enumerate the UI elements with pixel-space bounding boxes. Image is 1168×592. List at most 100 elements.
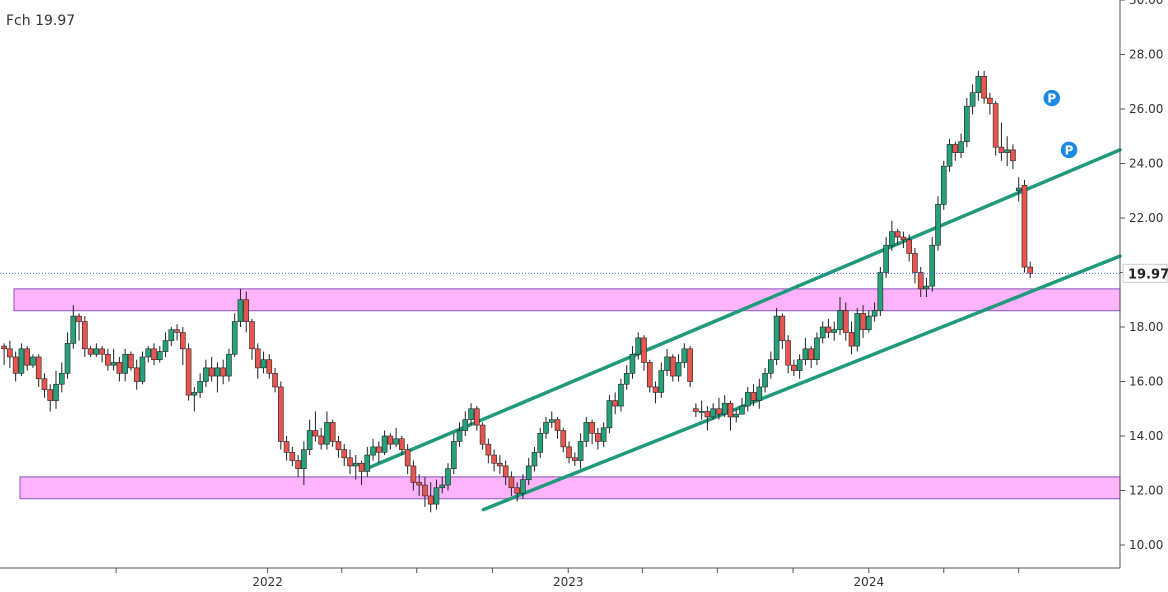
candle — [681, 343, 688, 368]
candle — [1027, 261, 1034, 278]
candle — [76, 313, 82, 341]
candle-body — [716, 408, 722, 415]
pivot-marker-1: P — [1059, 140, 1079, 160]
candle — [572, 452, 578, 466]
candle — [912, 247, 918, 284]
candle-body — [410, 465, 417, 483]
candle-body — [156, 351, 163, 360]
candle — [935, 196, 941, 251]
candle — [133, 359, 140, 390]
candle-body — [796, 359, 803, 371]
candle — [474, 406, 480, 431]
candle — [341, 444, 348, 466]
candle — [917, 267, 924, 298]
candle — [600, 422, 607, 447]
candle — [128, 351, 134, 371]
candle-body — [808, 348, 814, 360]
candle-body — [606, 400, 613, 429]
candle-body — [1010, 149, 1016, 162]
candle-body — [312, 430, 319, 437]
candle — [537, 427, 544, 458]
candle — [595, 427, 601, 450]
candle — [1010, 144, 1016, 169]
candle — [433, 479, 440, 510]
candle — [364, 446, 371, 477]
candle-body — [220, 367, 226, 377]
candle-body — [583, 422, 590, 442]
candle — [329, 419, 336, 447]
candle-body — [197, 381, 203, 393]
candle-body — [831, 329, 838, 333]
candle — [894, 228, 901, 246]
pivot-label: P — [1047, 92, 1056, 106]
candle — [618, 378, 624, 412]
candle-body — [485, 443, 492, 456]
candle — [387, 433, 394, 450]
time-axis[interactable]: 2022 2023 2024 — [0, 567, 1120, 589]
candle-body — [301, 449, 307, 470]
candle-body — [929, 244, 936, 287]
price-tick-label: 16.00 — [1129, 375, 1163, 389]
candle — [306, 419, 313, 456]
candle — [906, 234, 912, 262]
zone-0 — [13, 288, 1121, 312]
candle-body — [47, 389, 54, 401]
pivot-marker-0: P — [1042, 88, 1062, 108]
candle — [566, 441, 572, 464]
candle — [652, 381, 659, 404]
candle-body — [249, 321, 255, 350]
candle — [785, 335, 791, 374]
candle-body — [848, 332, 855, 347]
candle-body — [226, 353, 232, 377]
candle — [70, 305, 77, 349]
candle-body — [174, 329, 180, 333]
candle — [548, 411, 555, 428]
candle-body — [329, 422, 336, 442]
candle-body — [964, 105, 970, 143]
candle-body — [520, 479, 526, 494]
candle — [1004, 136, 1010, 167]
candle — [773, 307, 780, 366]
candle — [1015, 177, 1022, 202]
channel-line-1 — [481, 254, 1122, 512]
candle — [502, 460, 509, 486]
candle — [479, 422, 486, 450]
time-tick-label: 2022 — [252, 575, 283, 589]
candle — [623, 365, 630, 390]
candle — [318, 427, 324, 450]
candle-body — [439, 484, 446, 489]
candle — [883, 237, 889, 278]
candle — [249, 318, 255, 360]
candle-body — [272, 373, 278, 388]
candle — [791, 359, 797, 377]
price-axis[interactable]: 10.0012.0014.0016.0018.0020.0022.0024.00… — [1119, 0, 1168, 568]
candle — [151, 343, 157, 366]
candle-body — [185, 348, 192, 396]
candle — [231, 313, 238, 357]
candle — [981, 70, 987, 104]
candle — [122, 348, 128, 382]
candle — [422, 476, 428, 507]
pivot-markers: PP — [1042, 88, 1079, 160]
candle-body — [399, 438, 405, 450]
candle-body — [450, 441, 457, 470]
candle — [577, 433, 584, 469]
candle — [664, 348, 670, 377]
candle-body — [773, 315, 780, 361]
candle-body — [497, 462, 503, 467]
candle-body — [675, 362, 682, 377]
candle — [410, 460, 417, 491]
candle — [214, 362, 221, 393]
candle-body — [940, 165, 947, 205]
candle-body — [53, 383, 59, 401]
candle — [796, 354, 803, 379]
candle-body — [306, 430, 313, 450]
candle — [814, 332, 820, 366]
candle-body — [877, 272, 884, 311]
candle-body — [981, 76, 987, 99]
candle-body — [595, 432, 601, 442]
candle-body — [341, 449, 348, 459]
candle — [514, 482, 520, 502]
candle-body — [191, 392, 198, 396]
